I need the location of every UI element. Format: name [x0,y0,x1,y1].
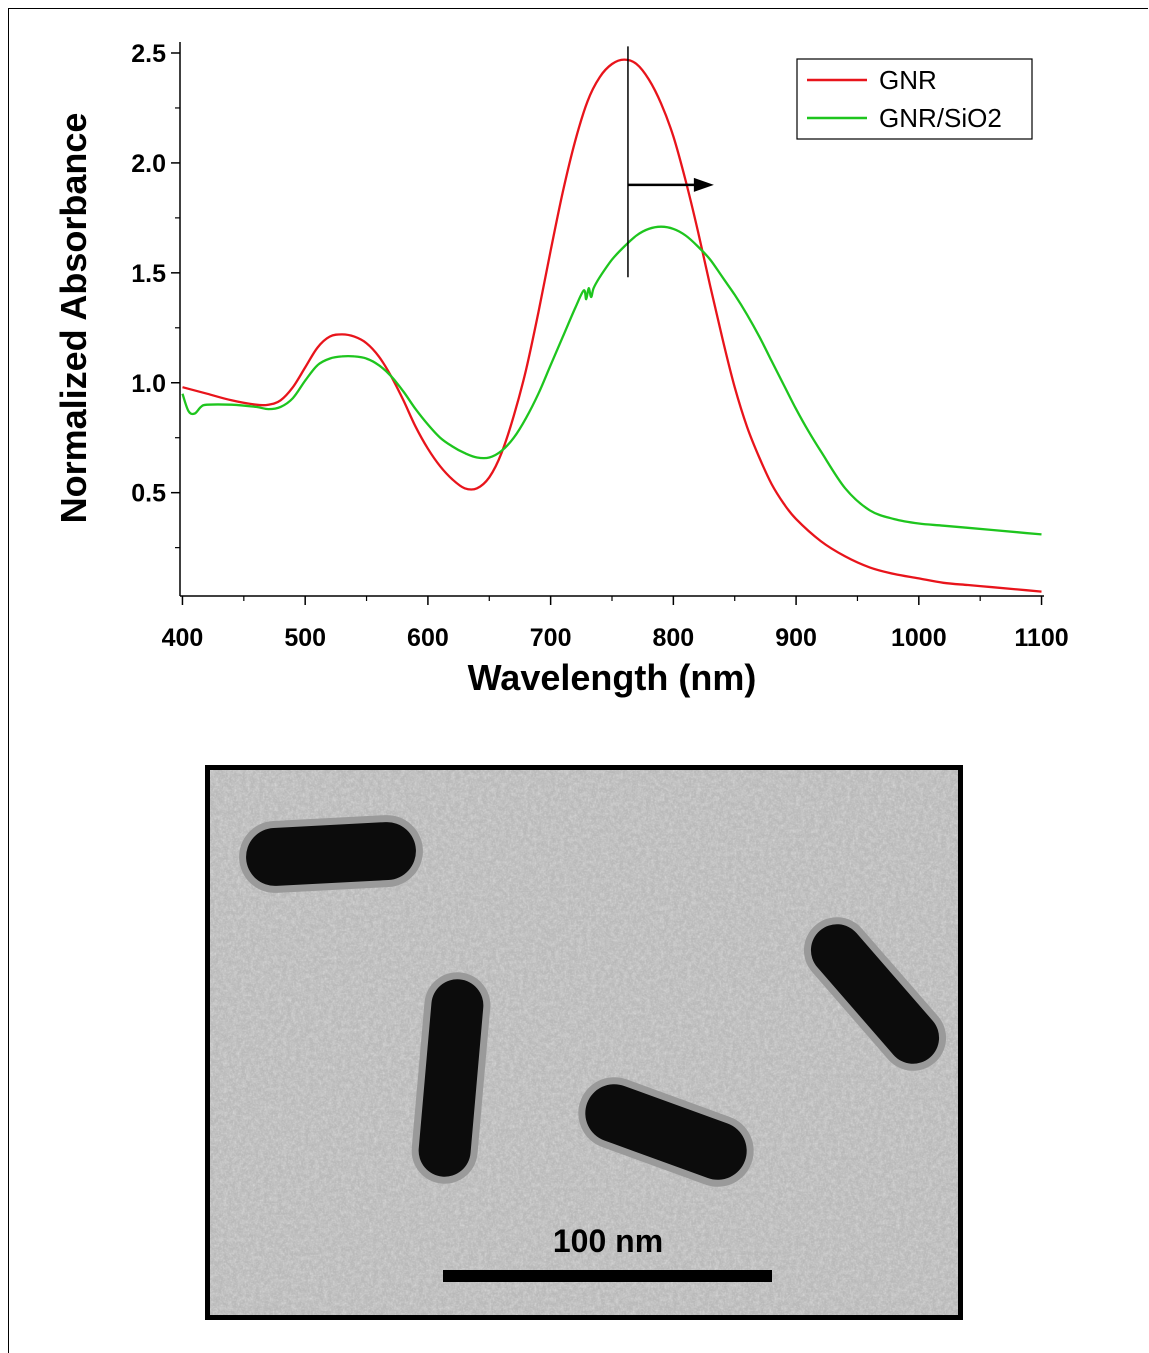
figure-frame [8,8,1148,1353]
nanorod [239,815,423,893]
legend-label-gnr-sio2: GNR/SiO2 [879,103,1002,133]
gold-core [810,924,940,1064]
x-tick-label: 500 [284,624,326,652]
x-axis-label: Wavelength (nm) [468,657,757,698]
series-line-gnr-sio2 [181,225,1042,536]
gold-core [418,979,484,1177]
x-tick-label: 400 [162,624,204,652]
x-tick-label: 600 [407,624,449,652]
series-layer [181,58,1042,593]
gold-core [585,1084,747,1180]
y-tick-label: 2.0 [131,150,166,178]
y-tick-label: 1.0 [131,370,166,398]
x-tick-label: 900 [775,624,817,652]
nanorod [578,1077,754,1187]
absorbance-chart: 0.5 1.0 1.5 2.0 2.5 400 500 600 700 800 900 1000 11… [53,40,1069,698]
y-tick-label: 2.5 [131,40,166,68]
legend-label-gnr: GNR [879,65,937,95]
gold-core [246,822,416,886]
nanorod [803,917,947,1071]
legend-box [796,58,1033,140]
scale-bar [443,1270,772,1282]
series-line-gnr [182,58,1042,593]
nanorod [411,972,491,1184]
x-tick-label: 1100 [1014,624,1068,652]
tem-image [210,770,958,1315]
tem-micrograph: 100 nm [205,765,963,1320]
x-tick-label: 1000 [891,624,947,652]
annotation-layer [627,46,714,278]
legend: GNR GNR/SiO2 [796,58,1033,140]
scale-bar-label: 100 nm [552,1223,664,1259]
nanorods [239,815,947,1187]
y-ticks: 0.5 1.0 1.5 2.0 2.5 [131,40,180,549]
y-tick-label: 1.5 [131,260,166,288]
y-tick-label: 0.5 [131,480,166,508]
y-axis-label: Normalized Absorbance [53,113,94,524]
x-ticks: 400 500 600 700 800 900 1000 1100 [162,596,1069,652]
shift-arrow-head [693,177,714,192]
x-tick-label: 800 [653,624,695,652]
x-tick-label: 700 [530,624,572,652]
